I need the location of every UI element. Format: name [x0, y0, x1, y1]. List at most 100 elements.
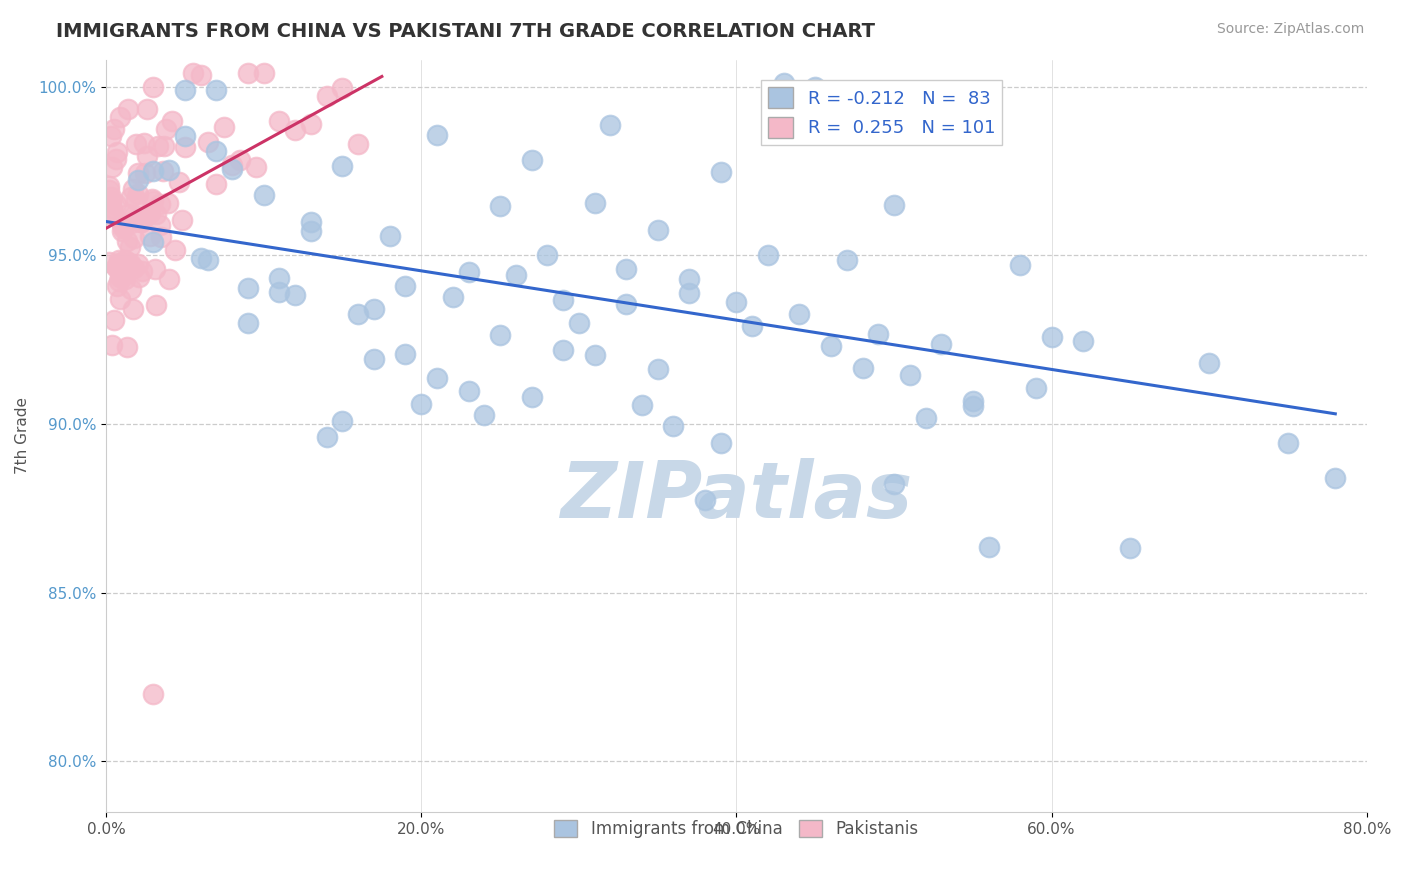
- Point: [568, 316, 591, 330]
- Point: [614, 297, 637, 311]
- Point: [284, 123, 307, 137]
- Point: [883, 198, 905, 212]
- Point: [1010, 258, 1032, 272]
- Point: [1025, 381, 1047, 395]
- Point: [150, 230, 173, 244]
- Point: [710, 165, 733, 179]
- Point: [142, 164, 165, 178]
- Point: [197, 135, 219, 149]
- Point: [145, 207, 167, 221]
- Point: [221, 161, 243, 176]
- Point: [155, 122, 177, 136]
- Point: [117, 256, 139, 270]
- Point: [120, 189, 142, 203]
- Point: [142, 80, 165, 95]
- Point: [977, 541, 1000, 555]
- Point: [599, 119, 621, 133]
- Point: [269, 114, 291, 128]
- Point: [236, 281, 259, 295]
- Point: [101, 201, 124, 215]
- Point: [125, 136, 148, 151]
- Point: [100, 129, 122, 144]
- Point: [741, 318, 763, 333]
- Point: [229, 153, 252, 168]
- Point: [551, 343, 574, 357]
- Point: [127, 257, 149, 271]
- Text: Source: ZipAtlas.com: Source: ZipAtlas.com: [1216, 22, 1364, 37]
- Y-axis label: 7th Grade: 7th Grade: [15, 397, 30, 475]
- Point: [124, 261, 146, 276]
- Point: [127, 187, 149, 202]
- Point: [505, 268, 527, 282]
- Point: [363, 352, 385, 367]
- Point: [710, 436, 733, 450]
- Point: [100, 194, 122, 208]
- Point: [693, 493, 716, 508]
- Point: [520, 153, 543, 167]
- Point: [1071, 334, 1094, 348]
- Point: [1119, 541, 1142, 556]
- Point: [205, 144, 228, 158]
- Point: [120, 282, 142, 296]
- Point: [962, 393, 984, 408]
- Point: [868, 327, 890, 342]
- Point: [107, 253, 129, 268]
- Point: [110, 292, 132, 306]
- Point: [132, 136, 155, 151]
- Point: [98, 183, 121, 197]
- Point: [269, 285, 291, 300]
- Point: [124, 231, 146, 245]
- Point: [98, 254, 121, 268]
- Point: [614, 261, 637, 276]
- Point: [205, 82, 228, 96]
- Point: [139, 228, 162, 243]
- Legend: Immigrants from China, Pakistanis: Immigrants from China, Pakistanis: [547, 814, 925, 845]
- Point: [1324, 471, 1347, 485]
- Text: ZIPatlas: ZIPatlas: [561, 458, 912, 534]
- Point: [117, 102, 139, 116]
- Point: [898, 368, 921, 383]
- Point: [136, 149, 159, 163]
- Point: [551, 293, 574, 307]
- Point: [97, 207, 120, 221]
- Point: [756, 248, 779, 262]
- Point: [378, 229, 401, 244]
- Point: [104, 152, 127, 166]
- Point: [114, 253, 136, 268]
- Point: [315, 430, 337, 444]
- Point: [114, 261, 136, 276]
- Point: [149, 219, 172, 233]
- Point: [157, 163, 180, 178]
- Point: [111, 268, 134, 283]
- Point: [472, 409, 495, 423]
- Point: [103, 121, 125, 136]
- Text: IMMIGRANTS FROM CHINA VS PAKISTANI 7TH GRADE CORRELATION CHART: IMMIGRANTS FROM CHINA VS PAKISTANI 7TH G…: [56, 22, 876, 41]
- Point: [121, 301, 143, 316]
- Point: [107, 256, 129, 270]
- Point: [134, 166, 156, 180]
- Point: [1040, 330, 1063, 344]
- Point: [125, 193, 148, 207]
- Point: [105, 145, 128, 159]
- Point: [426, 128, 449, 142]
- Point: [165, 244, 187, 258]
- Point: [221, 158, 243, 172]
- Point: [107, 274, 129, 288]
- Point: [170, 212, 193, 227]
- Point: [315, 88, 337, 103]
- Point: [105, 260, 128, 274]
- Point: [111, 224, 134, 238]
- Point: [820, 339, 842, 353]
- Point: [117, 207, 139, 221]
- Point: [136, 102, 159, 116]
- Point: [253, 188, 276, 202]
- Point: [269, 270, 291, 285]
- Point: [411, 397, 433, 411]
- Point: [236, 316, 259, 330]
- Point: [101, 160, 124, 174]
- Point: [142, 687, 165, 701]
- Point: [457, 384, 479, 399]
- Point: [101, 337, 124, 351]
- Point: [145, 298, 167, 312]
- Point: [212, 120, 235, 134]
